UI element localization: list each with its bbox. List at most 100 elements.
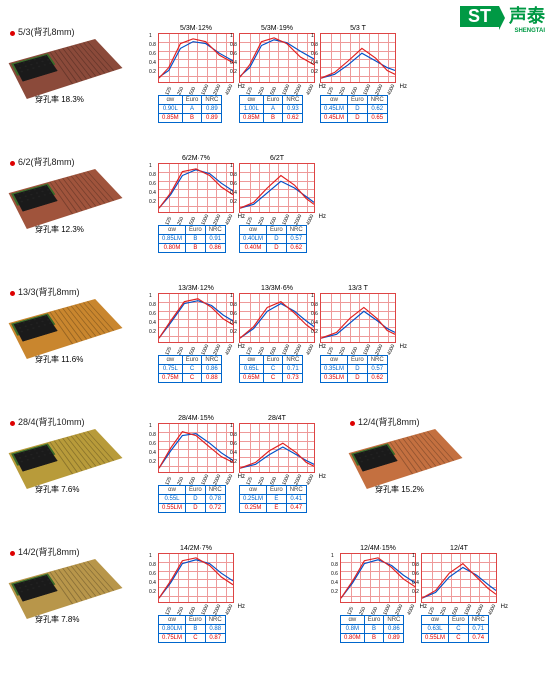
chart-group: 5/3M·12% 10.80.60.40.2 12525050010002000… [158,25,401,123]
hz-label: Hz [319,214,326,220]
chart-title: 5/3 T [320,25,396,32]
data-table: αwEuroNRC0.45LMD0.620.45LMD0.65 [320,95,388,123]
chart: 13/3M·12% 10.80.60.40.2 1252505001000200… [158,285,234,383]
acoustic-panel: 穿孔率 11.6% [15,298,115,353]
chart: 5/3M·12% 10.80.60.40.2 12525050010002000… [158,25,234,123]
section-header: 13/3(背孔8mm) [10,285,80,298]
chart: 28/4M·15% 10.80.60.40.2 1252505001000200… [158,415,234,513]
bullet-icon [10,551,15,556]
chart: 5/3M·19% 10.80.60.40.2 12525050010002000… [239,25,315,123]
data-table: αwEuroNRC0.55LD0.780.55LMD0.72 [158,485,226,513]
hz-label: Hz [319,84,326,90]
section-title: 13/3(背孔8mm) [18,287,80,297]
section-header: 28/4(背孔10mm) [10,415,85,428]
data-table: αwEuroNRC0.90LA0.890.85MB0.89 [158,95,222,123]
acoustic-panel: 穿孔率 7.8% [15,558,115,613]
section-title: 12/4(背孔8mm) [358,417,420,427]
data-table: αwEuroNRC0.85LMB0.910.80MB0.86 [158,225,226,253]
chart-group: 13/3M·12% 10.80.60.40.2 1252505001000200… [158,285,401,383]
perf-rate: 穿孔率 12.3% [35,224,84,235]
bullet-icon [350,421,355,426]
data-table: αwEuroNRC0.25LME0.410.25ME0.47 [239,485,307,513]
chart-box: 10.80.60.40.2 125250500100020004000 Hz [239,33,315,83]
chart-title: 28/4M·15% [158,415,234,422]
section-title: 6/2(背孔8mm) [18,157,75,167]
perf-rate: 穿孔率 15.2% [375,484,424,495]
chart-box: 10.80.60.40.2 125250500100020004000 Hz [340,553,416,603]
data-table: αwEuroNRC0.65LC0.710.65MC0.73 [239,355,303,383]
chart-group: 6/2M·7% 10.80.60.40.2 125250500100020004… [158,155,320,253]
data-table: αwEuroNRC1.00LA0.930.85MB0.62 [239,95,303,123]
chart-title: 14/2M·7% [158,545,234,552]
chart: 12/4M·15% 10.80.60.40.2 1252505001000200… [340,545,416,643]
hz-label: Hz [238,344,245,350]
chart-group: 14/2M·7% 10.80.60.40.2 12525050010002000… [158,545,239,643]
hz-label: Hz [238,604,245,610]
hz-label: Hz [319,474,326,480]
logo: ST声泰 SHENGTAI [460,2,545,34]
data-table: αwEuroNRC0.35LMD0.570.35LMD0.62 [320,355,388,383]
chart-title: 6/2M·7% [158,155,234,162]
chart: 6/2M·7% 10.80.60.40.2 125250500100020004… [158,155,234,253]
data-table: αwEuroNRC0.75LC0.860.75MC0.88 [158,355,222,383]
chart-box: 10.80.60.40.2 125250500100020004000 Hz [239,293,315,343]
hz-label: Hz [400,344,407,350]
chart: 13/3 T 10.80.60.40.2 1252505001000200040… [320,285,396,383]
chart: 5/3 T 10.80.60.40.2 12525050010002000400… [320,25,396,123]
hz-label: Hz [400,84,407,90]
logo-cn: 声泰 [509,6,545,26]
chart-group: 28/4M·15% 10.80.60.40.2 1252505001000200… [158,415,320,513]
chart-title: 6/2T [239,155,315,162]
chart-box: 10.80.60.40.2 125250500100020004000 Hz [239,423,315,473]
chart-title: 13/3M·12% [158,285,234,292]
data-table: αwEuroNRC0.63LC0.710.55LMC0.74 [421,615,489,643]
chart-box: 10.80.60.40.2 125250500100020004000 Hz [158,553,234,603]
chart: 12/4T 10.80.60.40.2 12525050010002000400… [421,545,497,643]
perf-rate: 穿孔率 7.8% [35,614,79,625]
chart: 13/3M·6% 10.80.60.40.2 12525050010002000… [239,285,315,383]
chart-title: 13/3M·6% [239,285,315,292]
perf-rate: 穿孔率 7.6% [35,484,79,495]
chart-box: 10.80.60.40.2 125250500100020004000 Hz [320,33,396,83]
section-title: 14/2(背孔8mm) [18,547,80,557]
chart-title: 5/3M·12% [158,25,234,32]
data-table: αwEuroNRC0.8MB0.860.80MB0.89 [340,615,404,643]
section-header: 12/4(背孔8mm) [350,415,420,428]
hz-label: Hz [420,604,427,610]
hz-label: Hz [501,604,508,610]
chart-title: 28/4T [239,415,315,422]
chart-box: 10.80.60.40.2 125250500100020004000 Hz [158,293,234,343]
chart-box: 10.80.60.40.2 125250500100020004000 Hz [158,33,234,83]
bullet-icon [10,31,15,36]
hz-label: Hz [238,84,245,90]
chart: 14/2M·7% 10.80.60.40.2 12525050010002000… [158,545,234,643]
section-header: 6/2(背孔8mm) [10,155,75,168]
chart-box: 10.80.60.40.2 125250500100020004000 Hz [158,423,234,473]
section-header: 14/2(背孔8mm) [10,545,80,558]
chart-box: 10.80.60.40.2 125250500100020004000 Hz [421,553,497,603]
data-table: αwEuroNRC0.80LMB0.880.75LMC0.87 [158,615,226,643]
bullet-icon [10,161,15,166]
chart-box: 10.80.60.40.2 125250500100020004000 Hz [320,293,396,343]
chart-box: 10.80.60.40.2 125250500100020004000 Hz [158,163,234,213]
hz-label: Hz [319,344,326,350]
chart-title: 13/3 T [320,285,396,292]
acoustic-panel: 穿孔率 15.2% [355,428,455,483]
perf-rate: 穿孔率 18.3% [35,94,84,105]
chart-box: 10.80.60.40.2 125250500100020004000 Hz [239,163,315,213]
chart-group: 12/4M·15% 10.80.60.40.2 1252505001000200… [340,545,502,643]
section-title: 28/4(背孔10mm) [18,417,85,427]
data-table: αwEuroNRC0.40LMD0.570.40MD0.62 [239,225,307,253]
hz-label: Hz [238,214,245,220]
chart-title: 5/3M·19% [239,25,315,32]
section-title: 5/3(背孔8mm) [18,27,75,37]
bullet-icon [10,421,15,426]
acoustic-panel: 穿孔率 7.6% [15,428,115,483]
bullet-icon [10,291,15,296]
perf-rate: 穿孔率 11.6% [35,354,83,365]
chart: 6/2T 10.80.60.40.2 125250500100020004000… [239,155,315,253]
section-header: 5/3(背孔8mm) [10,25,75,38]
acoustic-panel: 穿孔率 12.3% [15,168,115,223]
chart: 28/4T 10.80.60.40.2 12525050010002000400… [239,415,315,513]
logo-brand: ST [460,6,499,27]
